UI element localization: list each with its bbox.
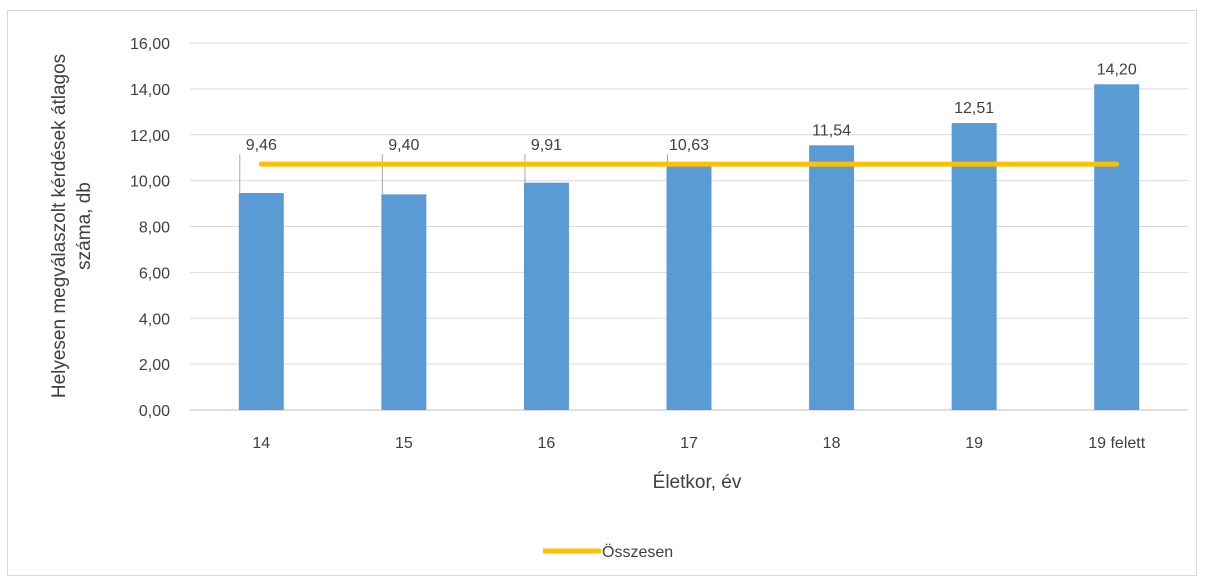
x-tick-label: 15 — [395, 435, 413, 452]
x-tick-label: 19 felett — [1088, 435, 1145, 452]
y-tick-label: 6,00 — [139, 265, 170, 282]
value-label: 10,63 — [669, 137, 709, 154]
y-tick-label: 0,00 — [139, 403, 170, 420]
y-tick-label: 14,00 — [130, 82, 170, 99]
y-tick-label: 12,00 — [130, 128, 170, 145]
x-tick-label: 17 — [680, 435, 698, 452]
x-tick-label: 18 — [823, 435, 841, 452]
bar — [381, 194, 427, 410]
y-tick-label: 2,00 — [139, 357, 170, 374]
x-tick-labels: 14 15 16 17 18 19 19 felett — [252, 435, 1145, 452]
bar — [238, 193, 284, 410]
legend: Összesen — [543, 543, 673, 561]
x-tick-label: 19 — [965, 435, 983, 452]
bar — [1094, 84, 1140, 410]
leader-lines — [239, 154, 668, 195]
bar — [523, 182, 569, 410]
chart-frame — [7, 10, 1197, 576]
x-tick-label: 14 — [252, 435, 270, 452]
legend-label-total: Összesen — [602, 543, 673, 561]
y-tick-label: 4,00 — [139, 311, 170, 328]
y-axis-label-line2: száma, db — [74, 182, 95, 270]
value-label: 9,91 — [531, 137, 562, 154]
value-label: 11,54 — [812, 122, 851, 139]
y-tick-labels: 0,00 2,00 4,00 6,00 8,00 10,00 12,00 14,00 16,00 — [130, 36, 170, 420]
y-axis-label-line1: Helyesen megválaszolt kérdések átlagos — [49, 54, 70, 398]
bar — [809, 145, 855, 410]
bar — [951, 123, 997, 410]
y-tick-label: 16,00 — [130, 36, 170, 53]
value-label: 9,46 — [246, 137, 277, 154]
value-label: 12,51 — [954, 100, 994, 117]
y-tick-label: 8,00 — [139, 220, 170, 237]
x-tick-label: 16 — [538, 435, 556, 452]
bar — [666, 166, 712, 410]
x-axis-label: Életkor, év — [653, 472, 742, 493]
value-label: 9,40 — [388, 137, 419, 154]
y-tick-label: 10,00 — [130, 174, 170, 191]
value-labels: 9,46 9,40 9,91 10,63 11,54 12,51 14,20 — [246, 61, 1137, 154]
value-label: 14,20 — [1097, 61, 1137, 78]
bars — [238, 84, 1140, 410]
